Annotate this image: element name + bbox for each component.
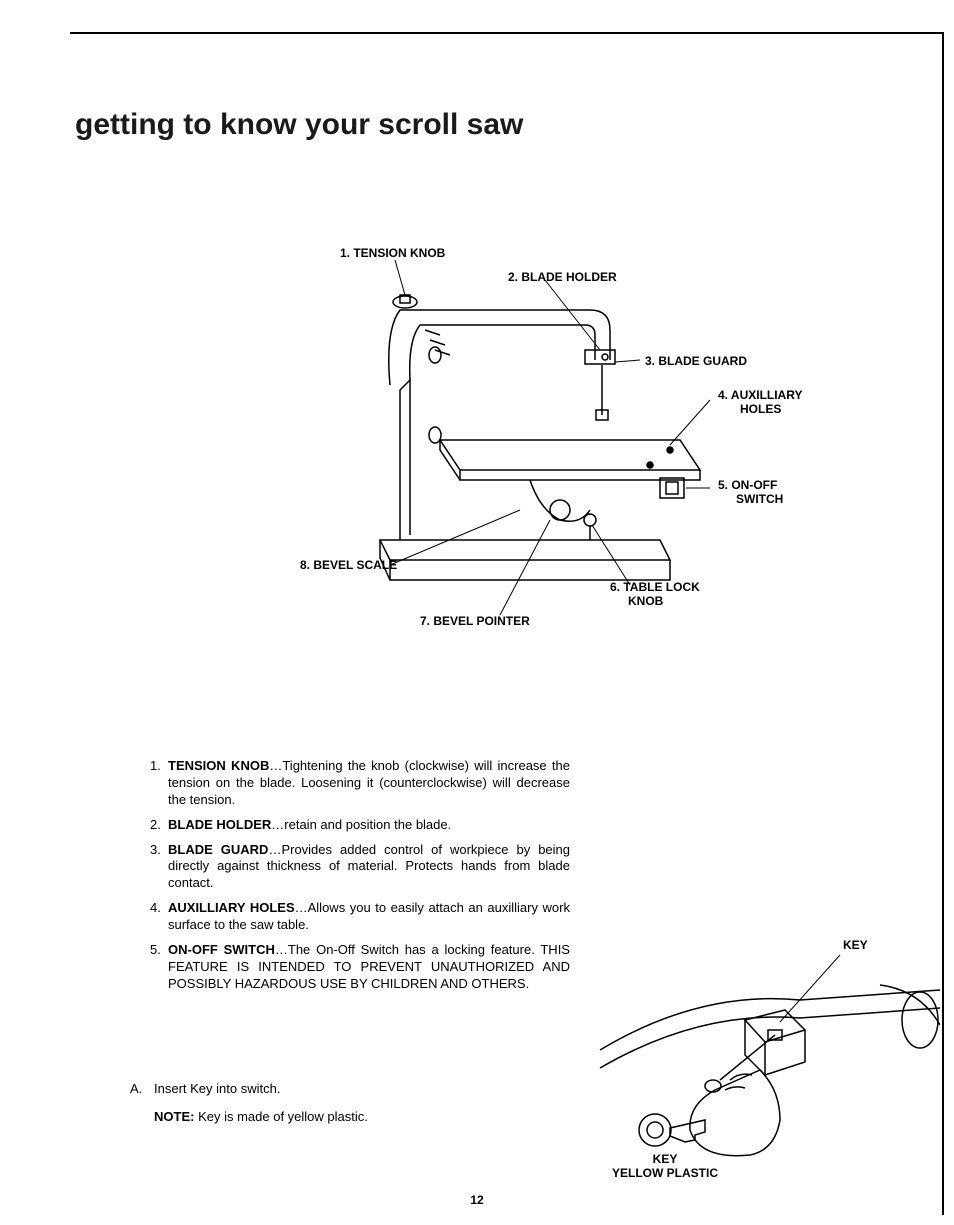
desc-term: ON-OFF SWITCH	[168, 942, 275, 957]
key-label-bottom-1: KEY	[605, 1152, 725, 1166]
desc-item-4: 4. AUXILLIARY HOLES…Allows you to easily…	[150, 900, 570, 934]
key-label-bottom-2: YELLOW PLASTIC	[605, 1166, 725, 1180]
key-svg	[580, 930, 940, 1190]
desc-content: BLADE HOLDER…retain and position the bla…	[168, 817, 570, 834]
label-blade-guard: 3. BLADE GUARD	[645, 354, 747, 368]
desc-content: BLADE GUARD…Provides added control of wo…	[168, 842, 570, 893]
desc-term: BLADE GUARD	[168, 842, 268, 857]
label-blade-holder: 2. BLADE HOLDER	[508, 270, 617, 284]
desc-term: AUXILLIARY HOLES	[168, 900, 295, 915]
instruction-text: Insert Key into switch.	[154, 1080, 280, 1098]
page-title: getting to know your scroll saw	[75, 108, 523, 142]
desc-term: BLADE HOLDER	[168, 817, 271, 832]
label-aux-holes: 4. AUXILLIARY	[718, 388, 802, 402]
desc-item-1: 1. TENSION KNOB…Tightening the knob (clo…	[150, 758, 570, 809]
label-aux-holes-2: HOLES	[740, 402, 781, 416]
desc-term: TENSION KNOB	[168, 758, 269, 773]
instruction-block: A. Insert Key into switch. NOTE: Key is …	[130, 1080, 530, 1126]
description-list: 1. TENSION KNOB…Tightening the knob (clo…	[150, 758, 570, 1001]
right-border	[942, 32, 944, 1215]
note-text: Key is made of yellow plastic.	[194, 1109, 367, 1124]
desc-num: 1.	[150, 758, 168, 809]
label-onoff-2: SWITCH	[736, 492, 783, 506]
desc-text: …retain and position the blade.	[271, 817, 451, 832]
key-label-top: KEY	[843, 938, 868, 952]
desc-item-2: 2. BLADE HOLDER…retain and position the …	[150, 817, 570, 834]
desc-content: AUXILLIARY HOLES…Allows you to easily at…	[168, 900, 570, 934]
page-number: 12	[0, 1193, 954, 1207]
desc-item-3: 3. BLADE GUARD…Provides added control of…	[150, 842, 570, 893]
instruction-letter: A.	[130, 1080, 154, 1098]
desc-num: 3.	[150, 842, 168, 893]
instruction-row: A. Insert Key into switch.	[130, 1080, 530, 1098]
desc-content: TENSION KNOB…Tightening the knob (clockw…	[168, 758, 570, 809]
desc-num: 5.	[150, 942, 168, 993]
desc-num: 2.	[150, 817, 168, 834]
top-border	[70, 32, 942, 34]
label-bevel-scale: 8. BEVEL SCALE	[300, 558, 397, 572]
desc-item-5: 5. ON-OFF SWITCH…The On-Off Switch has a…	[150, 942, 570, 993]
scroll-saw-diagram: 1. TENSION KNOB 2. BLADE HOLDER 3. BLADE…	[330, 240, 850, 640]
note-row: NOTE: Key is made of yellow plastic.	[154, 1108, 530, 1126]
label-bevel-pointer: 7. BEVEL POINTER	[420, 614, 530, 628]
label-tension-knob: 1. TENSION KNOB	[340, 246, 445, 260]
label-table-lock-2: KNOB	[628, 594, 663, 608]
label-onoff: 5. ON-OFF	[718, 478, 777, 492]
scroll-saw-svg	[330, 240, 850, 640]
desc-content: ON-OFF SWITCH…The On-Off Switch has a lo…	[168, 942, 570, 993]
label-table-lock: 6. TABLE LOCK	[610, 580, 700, 594]
desc-num: 4.	[150, 900, 168, 934]
key-diagram: KEY KEY YELLOW PLASTIC	[580, 930, 940, 1190]
note-label: NOTE:	[154, 1109, 194, 1124]
